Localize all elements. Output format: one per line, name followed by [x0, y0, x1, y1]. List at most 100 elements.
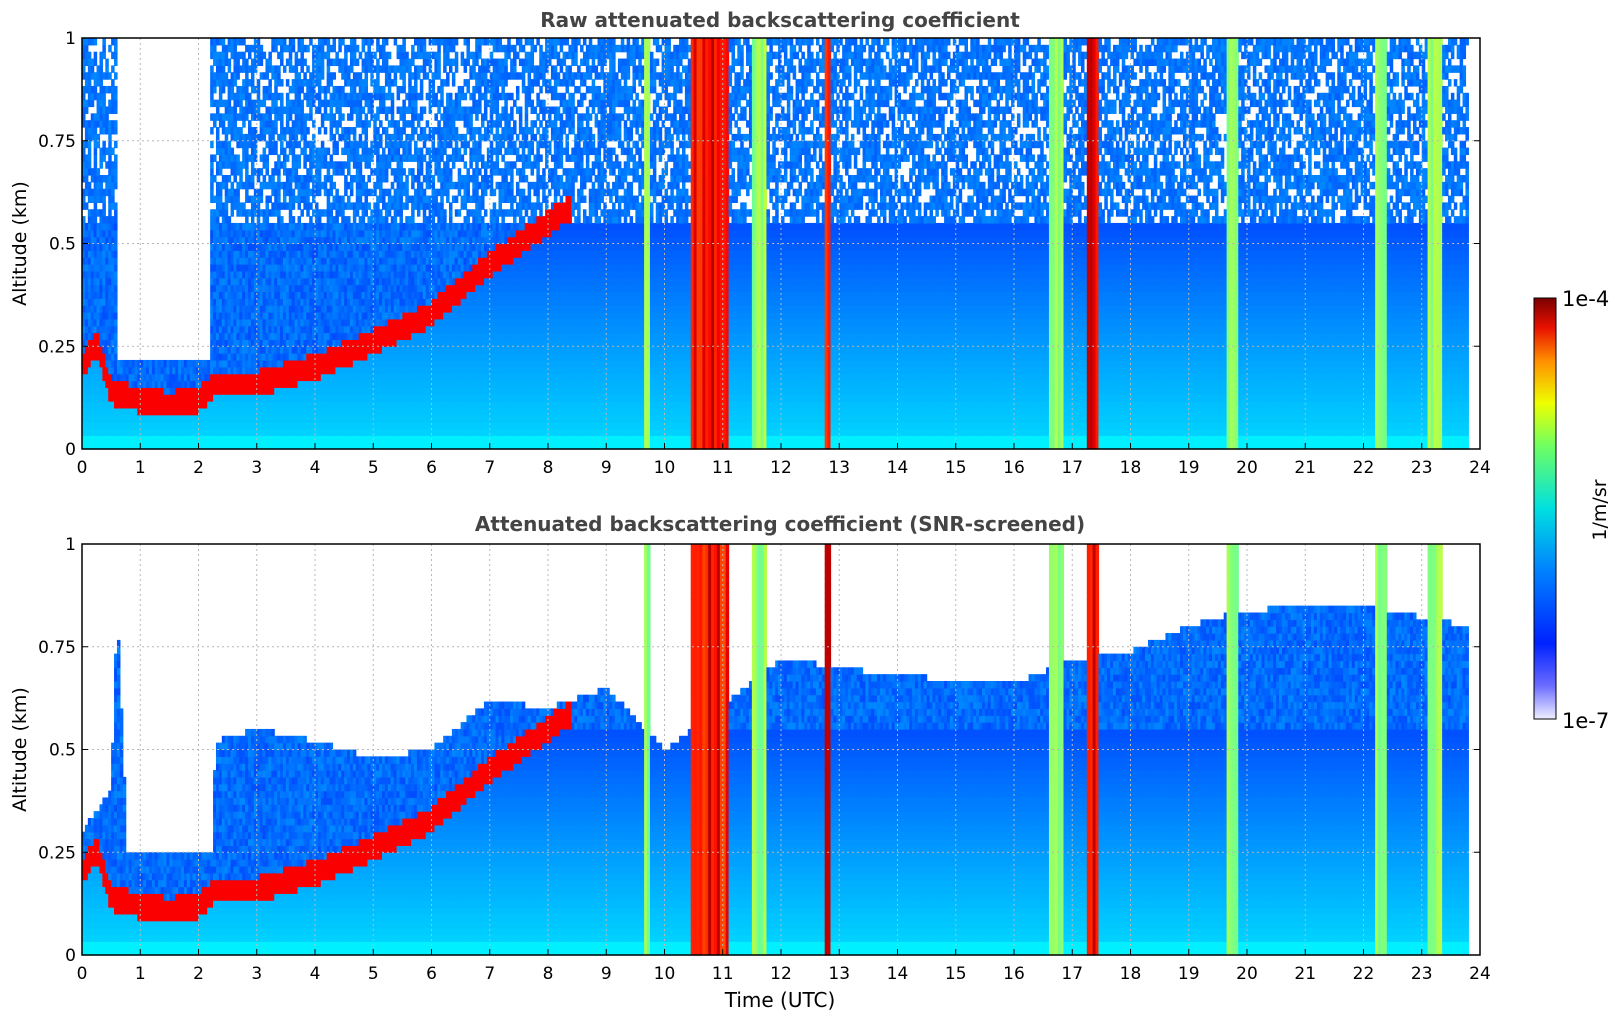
heatmap-cell — [216, 127, 220, 134]
heatmap-cell — [222, 65, 226, 72]
heatmap-cell — [359, 168, 363, 175]
heatmap-cell — [257, 202, 261, 209]
heatmap-cell — [321, 72, 325, 79]
heatmap-cell — [88, 148, 92, 155]
heatmap-cell — [277, 196, 281, 203]
heatmap-cell — [324, 127, 328, 134]
heatmap-cell — [94, 38, 98, 45]
heatmap-cell — [330, 209, 334, 216]
heatmap-cell — [228, 100, 232, 107]
heatmap-cell — [327, 148, 331, 155]
heatmap-cell — [327, 52, 331, 59]
heatmap-cell — [251, 182, 255, 189]
heatmap-cell — [248, 93, 252, 100]
panel-raw-heatmap — [82, 38, 1469, 450]
heatmap-cell — [292, 189, 296, 196]
heatmap-cell — [114, 353, 118, 360]
heatmap-cell — [108, 209, 112, 216]
heatmap-cell — [330, 107, 334, 114]
heatmap-cell — [306, 127, 310, 134]
heatmap-cell — [280, 100, 284, 107]
heatmap-cell — [330, 79, 334, 86]
heatmap-cell — [94, 161, 98, 168]
heatmap-cell — [344, 189, 348, 196]
heatmap-cell — [219, 93, 223, 100]
heatmap-cell — [356, 209, 360, 216]
heatmap-cell — [265, 154, 269, 161]
heatmap-cell — [350, 189, 354, 196]
heatmap-cell — [242, 38, 246, 45]
heatmap-cell — [327, 38, 331, 45]
heatmap-cell — [356, 45, 360, 52]
heatmap-cell — [300, 107, 304, 114]
heatmap-cell — [88, 182, 92, 189]
heatmap-cell — [94, 86, 98, 93]
heatmap-cell — [210, 141, 214, 148]
heatmap-cell — [225, 202, 229, 209]
heatmap-cell — [356, 59, 360, 66]
heatmap-cell — [353, 216, 357, 223]
heatmap-cell — [298, 93, 302, 100]
heatmap-cell — [344, 59, 348, 66]
heatmap-cell — [321, 59, 325, 66]
heatmap-cell — [353, 86, 357, 93]
heatmap-cell — [105, 59, 109, 66]
heatmap-cell — [114, 100, 118, 107]
heatmap-cell — [365, 134, 369, 141]
heatmap-cell — [303, 120, 307, 127]
heatmap-cell — [94, 154, 98, 161]
heatmap-cell — [295, 65, 299, 72]
heatmap-cell — [382, 196, 386, 203]
heatmap-cell — [309, 216, 313, 223]
heatmap-cell — [213, 154, 217, 161]
heatmap-cell — [286, 79, 290, 86]
heatmap-cell — [341, 209, 345, 216]
heatmap-cell — [365, 72, 369, 79]
heatmap-cell — [263, 148, 267, 155]
heatmap-cell — [219, 196, 223, 203]
heatmap-cell — [257, 79, 261, 86]
heatmap-cell — [85, 107, 89, 114]
heatmap-cell — [274, 148, 278, 155]
heatmap-cell — [248, 52, 252, 59]
heatmap-cell — [251, 161, 255, 168]
heatmap-cell — [268, 113, 272, 120]
heatmap-cell — [222, 38, 226, 45]
heatmap-cell — [108, 154, 112, 161]
heatmap-cell — [260, 196, 264, 203]
heatmap-cell — [102, 38, 106, 45]
heatmap-cell — [245, 216, 249, 223]
heatmap-cell — [289, 182, 293, 189]
heatmap-cell — [309, 107, 313, 114]
heatmap-cell — [318, 107, 322, 114]
figure: Raw attenuated backscattering coefficien… — [0, 0, 1621, 1020]
heatmap-cell — [263, 100, 267, 107]
heatmap-cell — [344, 52, 348, 59]
heatmap-cell — [335, 141, 339, 148]
heatmap-cell — [114, 230, 118, 237]
heatmap-cell — [341, 168, 345, 175]
heatmap-cell — [379, 209, 383, 216]
heatmap-cell — [239, 168, 243, 175]
heatmap-cell — [94, 148, 98, 155]
heatmap-cell — [376, 72, 380, 79]
heatmap-cell — [216, 134, 220, 141]
heatmap-cell — [332, 182, 336, 189]
heatmap-cell — [274, 127, 278, 134]
heatmap-cell — [338, 107, 342, 114]
heatmap-cell — [236, 154, 240, 161]
heatmap-cell — [298, 154, 302, 161]
heatmap-cell — [309, 113, 313, 120]
heatmap-cell — [295, 168, 299, 175]
heatmap-cell — [373, 120, 377, 127]
heatmap-cell — [210, 189, 214, 196]
heatmap-cell — [271, 134, 275, 141]
heatmap-cell — [114, 107, 118, 114]
heatmap-cell — [91, 100, 95, 107]
heatmap-cell — [274, 86, 278, 93]
heatmap-cell — [245, 86, 249, 93]
heatmap-cell — [257, 86, 261, 93]
heatmap-cell — [231, 86, 235, 93]
heatmap-cell — [114, 257, 118, 264]
heatmap-cell — [105, 113, 109, 120]
